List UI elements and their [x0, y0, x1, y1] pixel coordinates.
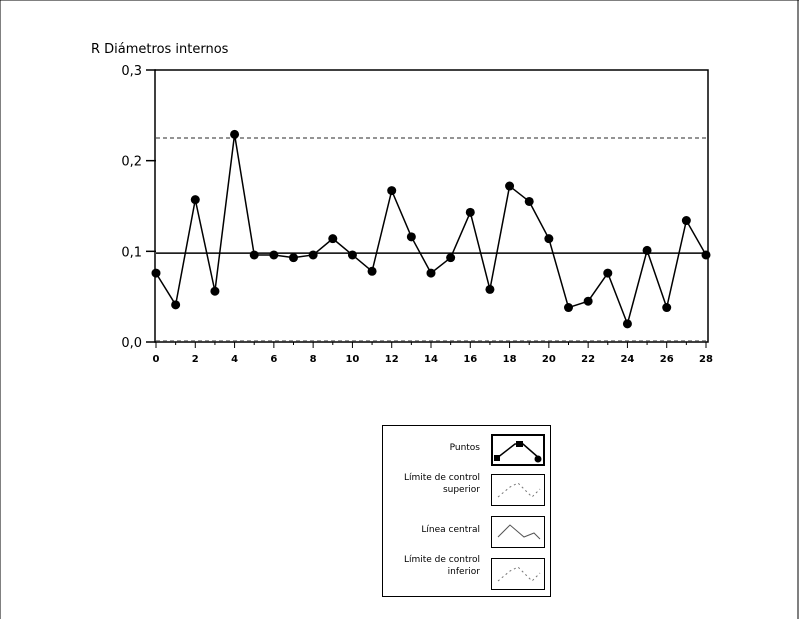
data-point — [289, 253, 298, 263]
x-tick-label: 20 — [542, 354, 556, 365]
legend-label-center: Línea central — [421, 525, 480, 535]
data-point — [622, 319, 632, 329]
y-tick-label: 0,2 — [121, 155, 142, 170]
x-tick-label: 4 — [231, 354, 238, 365]
legend-swatch-ucl — [491, 474, 545, 506]
data-point — [308, 250, 318, 260]
data-point — [544, 234, 554, 244]
data-point — [269, 250, 279, 260]
legend-swatch-points — [491, 434, 545, 466]
legend-swatch-lcl — [491, 558, 545, 590]
x-tick-label: 24 — [620, 354, 634, 365]
x-tick-label: 28 — [699, 354, 713, 365]
data-point — [603, 268, 613, 278]
data-point — [642, 245, 652, 255]
x-tick-label: 18 — [503, 354, 517, 365]
data-point — [564, 303, 573, 313]
legend-label-ucl: Límite de control superior — [403, 473, 480, 495]
x-tick-label: 16 — [463, 354, 477, 365]
x-tick-label: 6 — [270, 354, 277, 365]
x-tick-label: 26 — [660, 354, 674, 365]
legend-entry-center: Línea central — [383, 514, 552, 550]
data-point — [347, 250, 357, 260]
x-tick-label: 22 — [581, 354, 595, 365]
plot-area — [154, 69, 709, 343]
x-axis: 0 2 4 6 8 10 12 14 16 18 20 22 24 26 28 — [153, 342, 713, 365]
series-line — [155, 134, 707, 327]
x-tick-label: 10 — [345, 354, 359, 365]
legend-entry-points: Puntos — [383, 430, 552, 466]
x-tick-label: 2 — [192, 354, 199, 365]
data-point — [426, 268, 436, 278]
data-point — [249, 250, 259, 260]
data-point — [681, 216, 691, 226]
data-point — [367, 266, 377, 276]
x-tick-label: 12 — [385, 354, 399, 365]
data-point — [662, 303, 672, 313]
legend-entry-lcl: Límite de control inferior — [383, 552, 552, 594]
data-point — [151, 268, 161, 278]
x-tick-label: 14 — [424, 354, 438, 365]
data-point — [446, 253, 456, 263]
data-point — [387, 186, 397, 196]
y-tick-label: 0,3 — [121, 64, 142, 79]
y-tick-label: 0,1 — [121, 245, 142, 260]
chart-title: R Diámetros internos — [91, 42, 229, 57]
data-point — [524, 196, 534, 206]
x-tick-label: 8 — [310, 354, 317, 365]
data-point — [505, 181, 515, 191]
data-point — [171, 300, 181, 310]
control-lines — [156, 137, 706, 342]
data-points — [151, 129, 711, 329]
data-point — [190, 195, 200, 205]
y-axis: 0,0 0,1 0,2 0,3 — [121, 64, 156, 351]
data-point — [328, 234, 338, 244]
legend-swatch-center — [491, 516, 545, 548]
legend-label-points: Puntos — [449, 443, 480, 453]
series-line-group — [155, 134, 707, 327]
data-point — [465, 207, 475, 217]
data-point — [485, 284, 495, 294]
x-tick-label: 0 — [153, 354, 160, 365]
data-point — [583, 296, 593, 306]
legend-entry-ucl: Límite de control superior — [383, 470, 552, 510]
y-tick-label: 0,0 — [121, 336, 142, 351]
legend: Puntos Límite de control superior Línea … — [382, 425, 551, 597]
legend-label-lcl: Límite de control inferior — [403, 555, 480, 577]
data-point — [406, 232, 416, 242]
data-point — [230, 129, 240, 139]
data-point — [210, 286, 220, 296]
data-point — [701, 250, 711, 260]
